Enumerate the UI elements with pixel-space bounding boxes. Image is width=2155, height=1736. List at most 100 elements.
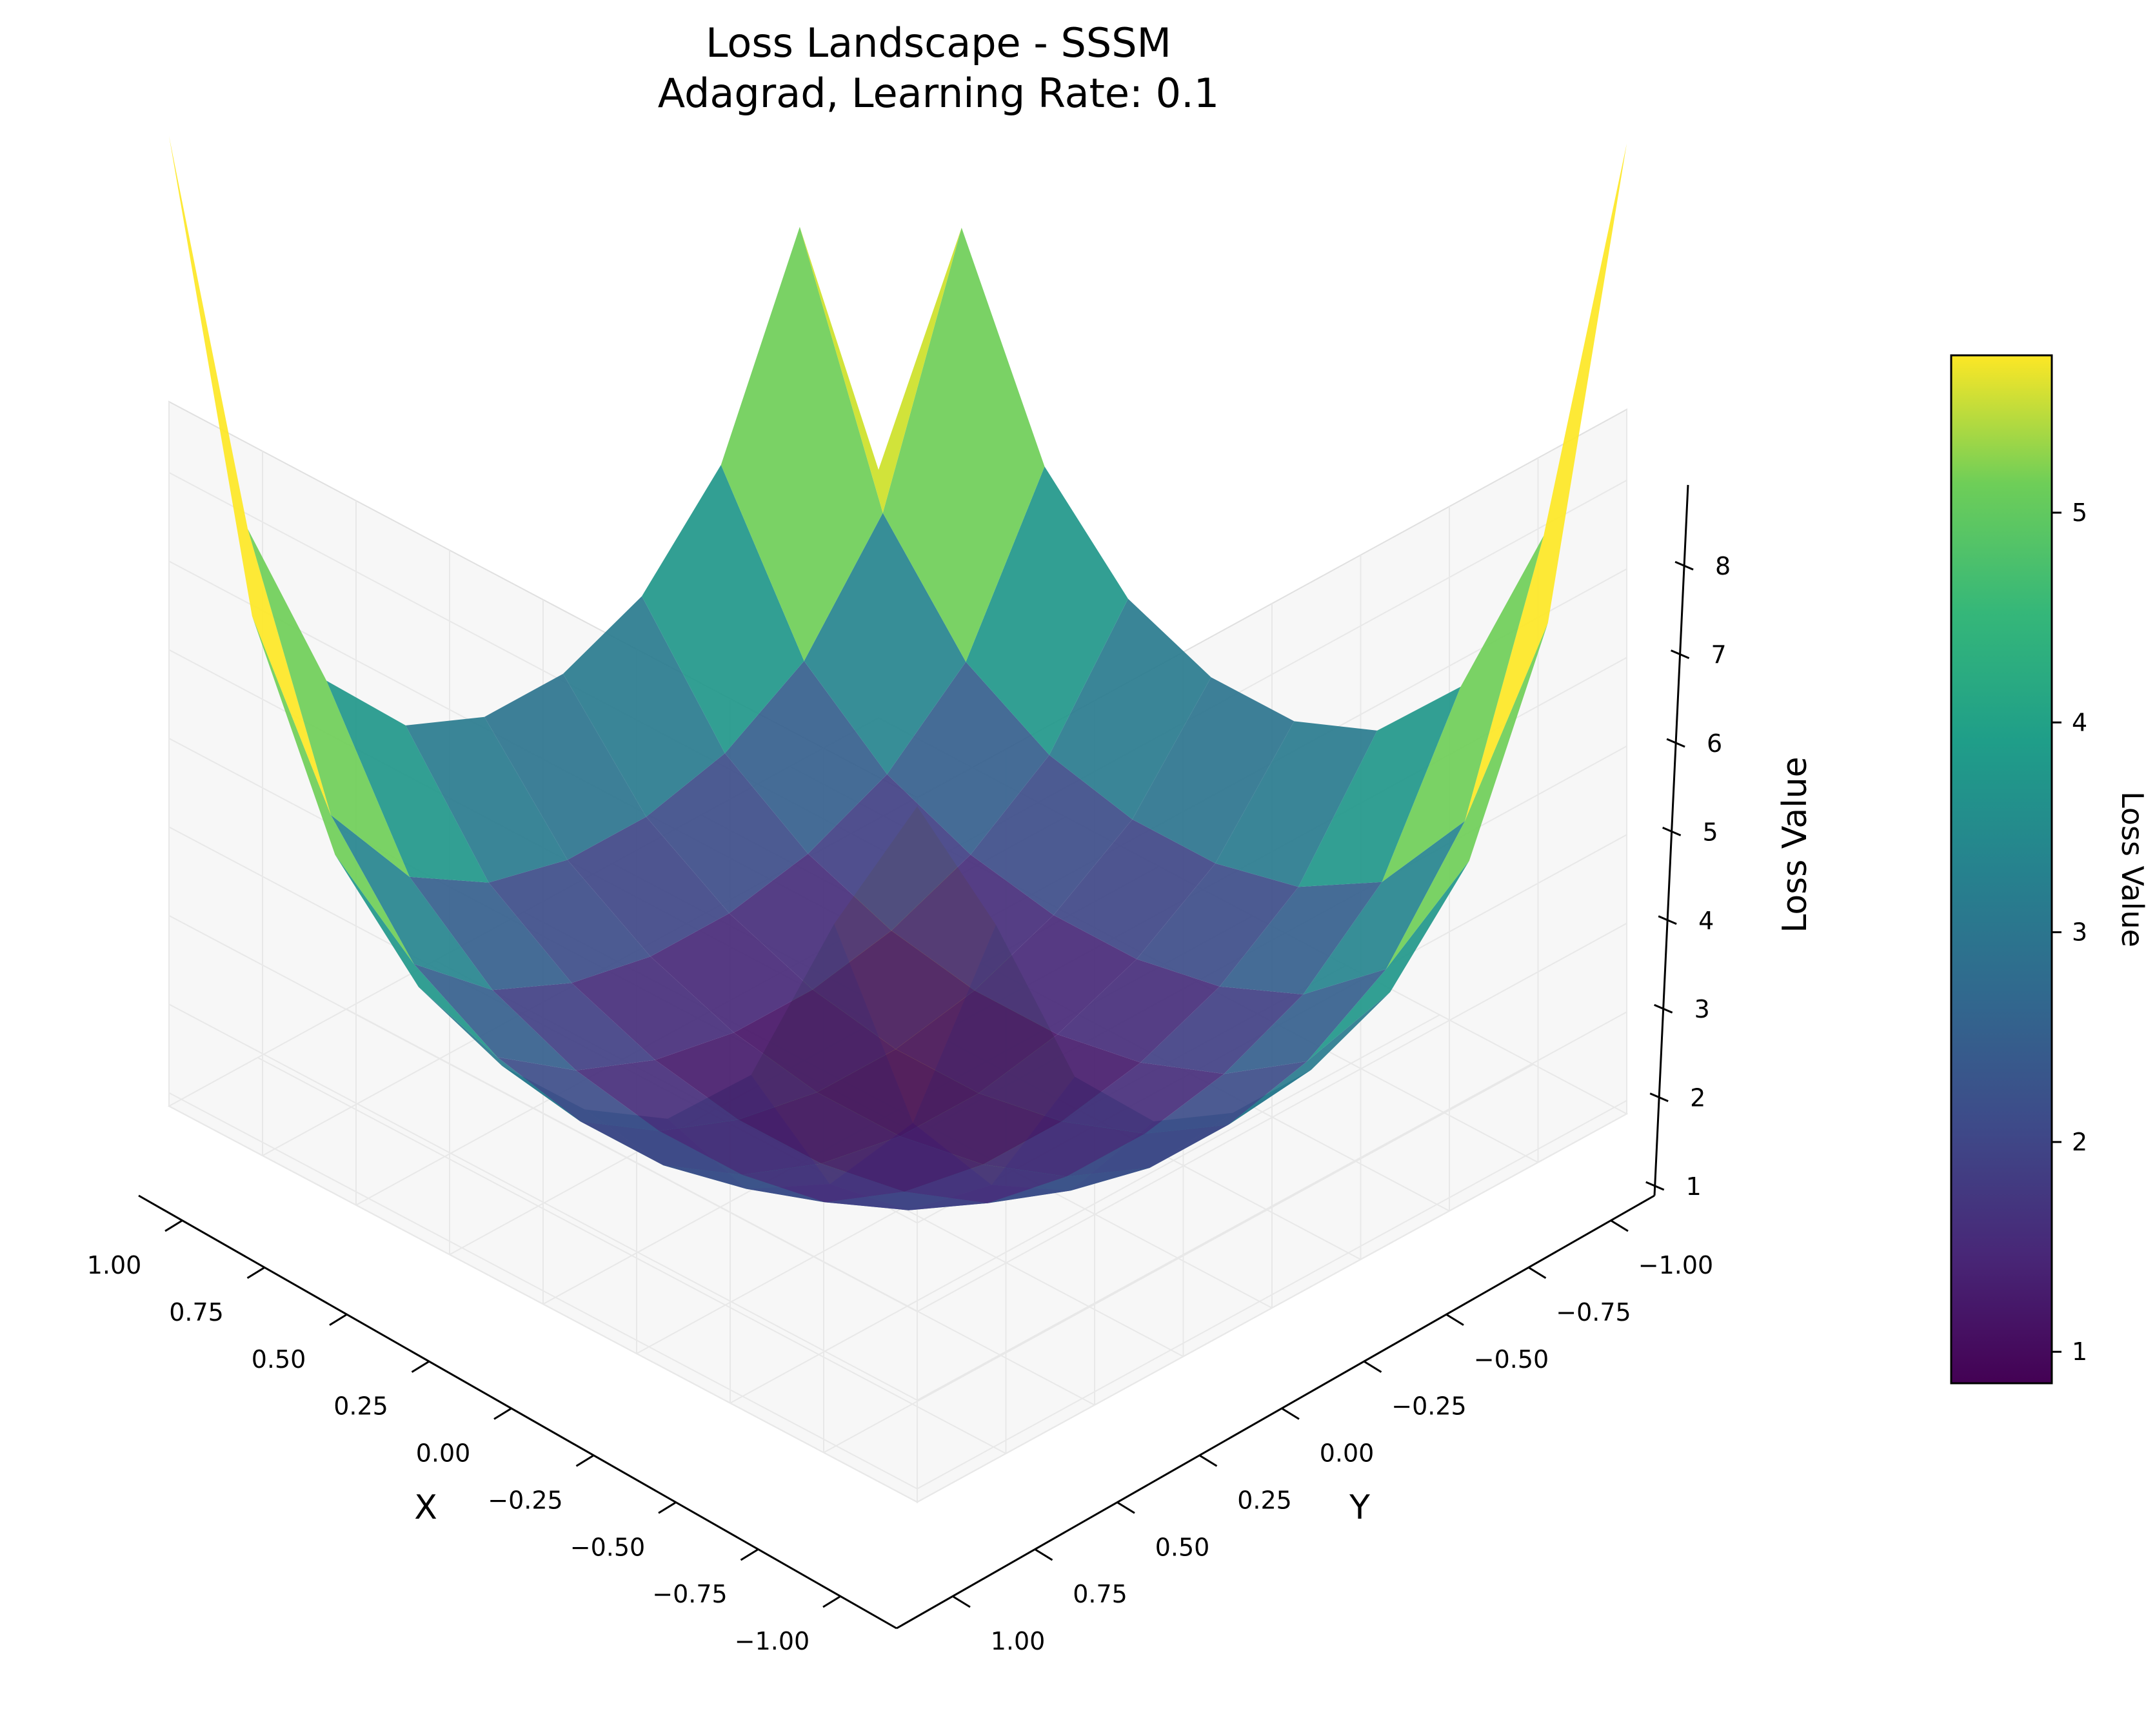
z-axis-label: Loss Value: [1776, 756, 1814, 932]
y-tick-label: −0.75: [1556, 1298, 1631, 1327]
y-tick: [1528, 1267, 1547, 1279]
x-tick-label: −0.25: [488, 1486, 562, 1514]
x-tick: [740, 1548, 759, 1561]
colorbar-tick-label: 5: [2072, 498, 2087, 527]
z-tick-label: 4: [1698, 907, 1714, 935]
y-tick: [1364, 1361, 1382, 1373]
y-tick-label: 0.00: [1320, 1439, 1375, 1468]
x-tick-label: −1.00: [735, 1627, 809, 1655]
wall-grid-z: [168, 914, 918, 1312]
surface-cell: [966, 466, 1128, 755]
x-tick: [493, 1408, 511, 1420]
surface-cell: [891, 854, 1054, 991]
x-tick-label: 0.25: [333, 1392, 388, 1421]
surface-cell: [571, 956, 734, 1060]
x-tick-label: 0.75: [169, 1298, 224, 1327]
surface-cell: [812, 931, 975, 1049]
surface-cell: [330, 814, 493, 991]
colorbar-label: Loss Value: [2115, 791, 2150, 947]
surface-cell: [655, 1032, 817, 1120]
surface-cell: [248, 529, 410, 877]
y-tick-label: 0.50: [1155, 1533, 1210, 1561]
z-tick: [1654, 1003, 1673, 1014]
surface-cell: [1140, 986, 1304, 1074]
x-tick-label: 0.00: [416, 1439, 471, 1468]
surface-cell: [1303, 821, 1465, 994]
surface-cell: [720, 226, 883, 661]
x-tick: [822, 1595, 840, 1608]
wall-grid-z: [168, 1003, 918, 1401]
z-tick-label: 3: [1694, 995, 1710, 1023]
y-tick: [1035, 1548, 1053, 1561]
surface-cell: [882, 228, 1045, 662]
z-tick-label: 1: [1686, 1172, 1702, 1201]
colorbar-tick-label: 2: [2072, 1128, 2087, 1156]
surface-cell: [804, 513, 966, 774]
surface-cell: [484, 673, 646, 860]
z-tick: [1658, 915, 1677, 925]
surface-cell: [733, 989, 896, 1092]
surface-cell: [1057, 959, 1220, 1063]
z-tick: [1671, 649, 1690, 659]
wall-grid-z: [917, 1100, 1627, 1490]
colorbar-tick-label: 3: [2072, 918, 2087, 947]
surface-cell: [1132, 677, 1295, 863]
surface-cell: [326, 680, 489, 883]
surface-cell: [900, 1093, 1062, 1165]
surface-cell: [974, 915, 1137, 1034]
x-tick: [658, 1501, 676, 1514]
z-tick-label: 7: [1711, 641, 1727, 669]
colorbar-ticks: 1 2 3 4 5: [2052, 498, 2087, 1366]
surface-cell: [1062, 1062, 1224, 1134]
y-tick-label: 0.75: [1073, 1580, 1127, 1608]
surface-cell: [650, 913, 813, 1033]
surface-cell: [821, 1136, 984, 1192]
chart-title: Loss Landscape - SSSM: [706, 19, 1171, 66]
surface-cell: [663, 1165, 826, 1203]
surface-cell: [563, 596, 725, 817]
surface-cell: [1298, 686, 1461, 887]
surface-cell: [567, 816, 730, 957]
surface-cell: [1066, 1125, 1229, 1177]
surface-cell: [1053, 819, 1216, 960]
colorbar: [1950, 354, 2053, 1385]
surface-cell: [887, 662, 1049, 855]
x-tick-label: 0.50: [252, 1345, 306, 1374]
z-tick: [1662, 827, 1682, 836]
y-tick-label: 1.00: [991, 1627, 1046, 1655]
surface-cell: [492, 983, 655, 1070]
surface-cell: [742, 1163, 904, 1203]
surface-cell: [410, 876, 572, 991]
axes: 1.00 0.75 0.50 0.25 0.00 −0.25 −0.50 −0.75 −1.00…: [87, 484, 1731, 1655]
z-tick-label: 6: [1707, 729, 1722, 758]
wall-grid-z: [917, 922, 1627, 1312]
x-axis-label: X: [414, 1488, 437, 1527]
wall-grid-z: [168, 1092, 918, 1490]
x-tick: [411, 1361, 430, 1373]
z-tick: [1674, 560, 1694, 571]
chart-subtitle: Adagrad, Learning Rate: 0.1: [658, 70, 1220, 117]
x-tick-label: 1.00: [87, 1251, 142, 1279]
surface-cell: [1224, 969, 1386, 1074]
x-axis-line: [138, 1194, 897, 1630]
x-tick: [164, 1219, 183, 1232]
loss-surface: [169, 135, 1627, 1210]
y-axis-label: Y: [1349, 1488, 1370, 1527]
surface-cell: [1145, 1061, 1307, 1134]
surface-cell: [983, 1121, 1146, 1177]
y-tick: [1117, 1501, 1135, 1514]
z-tick-label: 2: [1690, 1084, 1705, 1112]
surface-cell: [817, 1049, 979, 1136]
z-tick: [1645, 1181, 1665, 1191]
surface-cell: [659, 1120, 822, 1175]
x-tick-label: −0.50: [570, 1533, 645, 1561]
y-tick: [1282, 1408, 1300, 1420]
y-tick: [1199, 1455, 1218, 1467]
y-tick: [953, 1595, 971, 1608]
surface-cell: [1219, 882, 1382, 994]
y-tick-label: −0.25: [1391, 1392, 1466, 1421]
surface-cell: [497, 1057, 659, 1131]
z-tick: [1649, 1092, 1669, 1102]
surface-cell: [1049, 598, 1211, 820]
